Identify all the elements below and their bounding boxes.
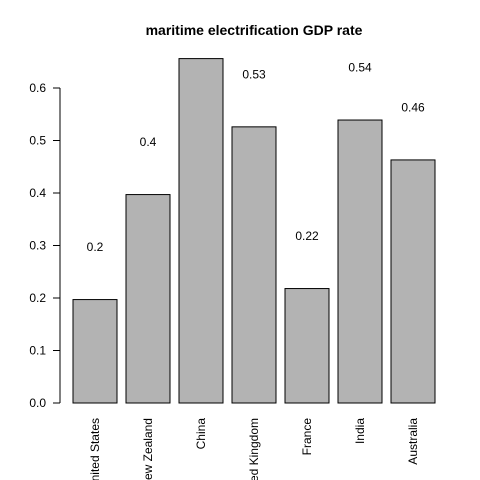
bar: [125, 194, 171, 404]
bar: [178, 58, 224, 404]
bar: [72, 299, 118, 404]
y-tick-label: 0.0: [29, 396, 46, 410]
value-label: 0.54: [348, 61, 372, 75]
y-tick-label: 0.1: [29, 344, 46, 358]
value-label: 0.46: [401, 100, 425, 114]
bar: [337, 119, 383, 404]
y-tick-label: 0.6: [29, 81, 46, 95]
x-tick-label: United States: [88, 418, 102, 480]
value-label: 0.2: [87, 240, 104, 254]
bar: [284, 288, 330, 404]
y-tick-label: 0.3: [29, 239, 46, 253]
chart-title: maritime electrification GDP rate: [146, 22, 363, 38]
bar: [390, 159, 436, 404]
value-label: 0.4: [140, 135, 157, 149]
x-tick-label: New Zealand: [141, 418, 155, 480]
y-tick-label: 0.2: [29, 291, 46, 305]
x-tick-label: India: [353, 418, 367, 444]
value-label: 0.53: [242, 67, 266, 81]
y-tick-label: 0.5: [29, 134, 46, 148]
x-tick-label: United Kingdom: [247, 418, 261, 480]
x-tick-label: France: [300, 418, 314, 456]
x-tick-label: China: [194, 418, 208, 450]
y-tick-label: 0.4: [29, 186, 46, 200]
bar: [231, 126, 277, 404]
x-tick-label: Australia: [406, 418, 420, 465]
value-label: 0.22: [295, 229, 319, 243]
